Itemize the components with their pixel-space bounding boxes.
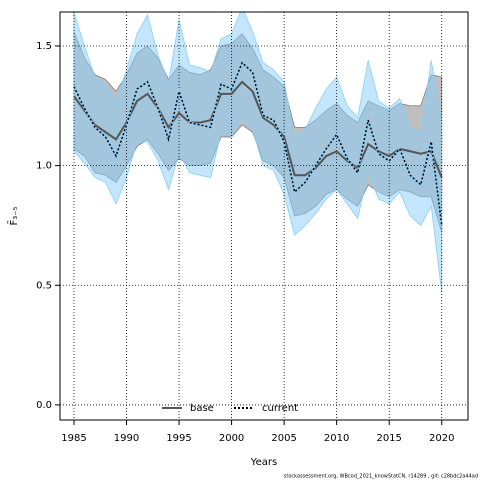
y-tick-label: 1.5 — [36, 41, 52, 52]
y-tick-label: 0.0 — [36, 400, 52, 411]
x-axis-label: Years — [250, 457, 277, 468]
x-tick-label: 2005 — [271, 433, 296, 444]
footer: stockassessment.org, WBcod_2021_knowStat… — [284, 474, 478, 480]
x-tick-label: 1995 — [166, 433, 191, 444]
confidence-band — [73, 12, 443, 293]
legend-label: current — [262, 403, 298, 414]
y-axis-label: F̄₃₋₅ — [7, 206, 20, 225]
line — [73, 61, 443, 226]
legend-label: base — [190, 403, 214, 414]
line — [73, 80, 443, 178]
x-tick-label: 2000 — [219, 433, 244, 444]
y-tick-label: 0.5 — [36, 280, 52, 291]
plot-frame — [59, 11, 469, 421]
x-tick-label: 2020 — [429, 433, 454, 444]
x-tick-label: 2010 — [324, 433, 349, 444]
x-tick-label: 2015 — [376, 433, 401, 444]
y-tick-label: 1.0 — [36, 161, 52, 172]
x-tick-label: 1985 — [61, 433, 86, 444]
x-tick-label: 1990 — [114, 433, 139, 444]
